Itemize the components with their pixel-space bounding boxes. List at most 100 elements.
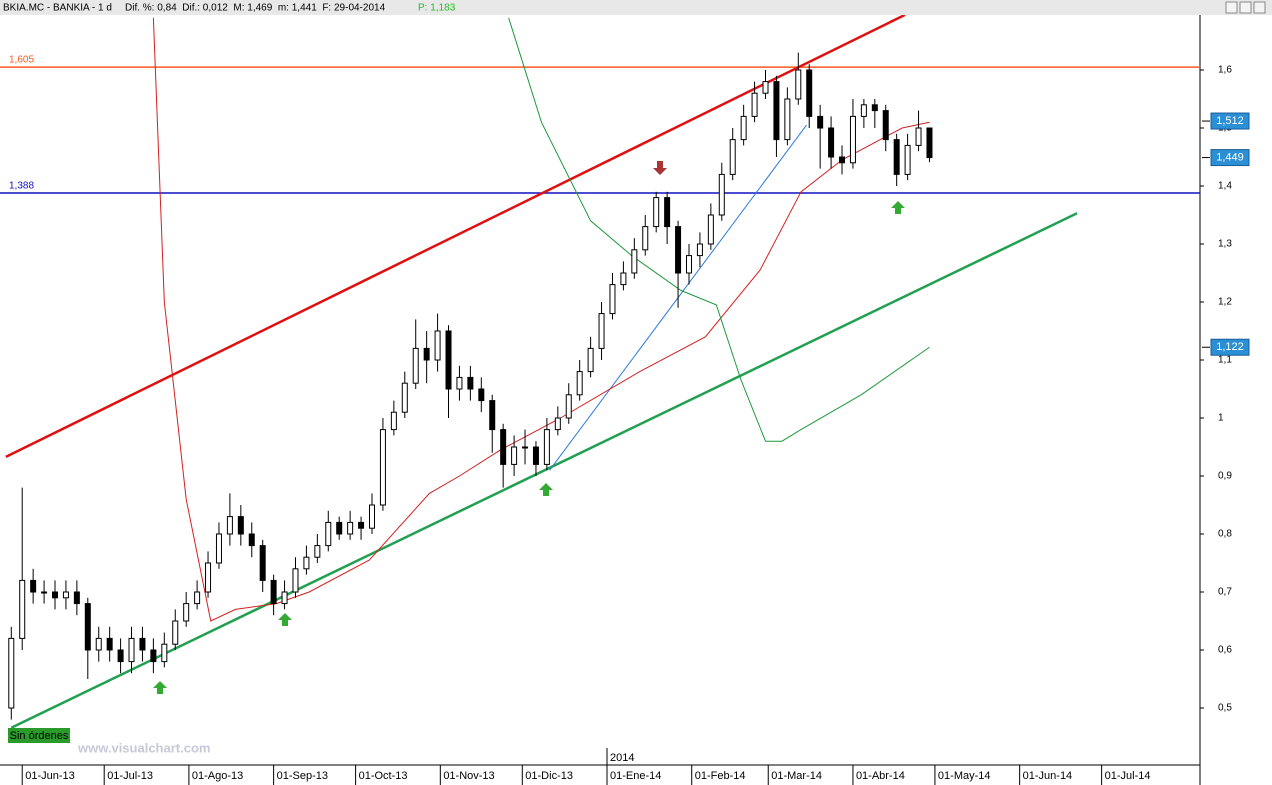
candle-body bbox=[587, 347, 594, 373]
candle-body bbox=[128, 637, 135, 663]
watermark: www.visualchart.com bbox=[77, 740, 210, 755]
y-tick-label: 0,5 bbox=[1218, 703, 1232, 714]
candle-body bbox=[631, 249, 638, 274]
candle-body bbox=[41, 591, 48, 594]
up-arrow bbox=[278, 613, 292, 626]
candle-body bbox=[915, 127, 922, 146]
indicator-line bbox=[152, 17, 930, 622]
candle-body bbox=[740, 115, 747, 141]
candle-body bbox=[150, 649, 157, 663]
x-tick-label: 01-Dic-13 bbox=[525, 770, 573, 782]
candle-body bbox=[598, 313, 605, 349]
price-label-box bbox=[1210, 149, 1250, 167]
candle-body bbox=[532, 446, 539, 465]
x-tick-label: 01-Feb-14 bbox=[695, 770, 746, 782]
candle-body bbox=[52, 591, 59, 599]
plot-area bbox=[0, 15, 1200, 729]
candle-body bbox=[434, 330, 441, 361]
candle-body bbox=[620, 272, 627, 286]
trendline bbox=[10, 212, 1078, 729]
header-price: P: 1,183 bbox=[418, 3, 456, 14]
up-arrow bbox=[153, 681, 167, 694]
x-tick-label: 01-Sep-13 bbox=[277, 770, 328, 782]
candle-body bbox=[303, 556, 310, 570]
candle-body bbox=[325, 521, 332, 547]
status-text: Sin órdenes bbox=[10, 730, 69, 742]
candle-body bbox=[270, 579, 277, 605]
x-tick-label: 01-Jul-13 bbox=[107, 770, 153, 782]
candle-body bbox=[161, 643, 168, 663]
y-tick-label: 0,8 bbox=[1218, 529, 1232, 540]
up-arrow bbox=[539, 483, 553, 496]
down-arrow bbox=[653, 161, 667, 175]
x-tick-label: 01-Jun-14 bbox=[1023, 770, 1073, 782]
candle-body bbox=[117, 649, 124, 663]
candle-body bbox=[248, 533, 255, 547]
candle-body bbox=[849, 115, 856, 164]
up-arrow bbox=[891, 201, 905, 214]
y-tick-label: 1,6 bbox=[1218, 65, 1232, 76]
status-box bbox=[8, 728, 70, 743]
candle-body bbox=[762, 81, 769, 94]
candle-body bbox=[467, 376, 474, 390]
candle-body bbox=[751, 92, 758, 117]
x-tick-label: 01-Ene-14 bbox=[610, 770, 661, 782]
indicator-line bbox=[508, 17, 930, 442]
candle-body bbox=[696, 243, 703, 257]
candle-body bbox=[882, 110, 889, 141]
candle-body bbox=[194, 591, 201, 605]
y-tick-label: 1 bbox=[1218, 413, 1224, 424]
candle-body bbox=[358, 521, 365, 529]
candle-body bbox=[489, 400, 496, 431]
candle-body bbox=[390, 411, 397, 431]
x-tick-label: 01-Ago-13 bbox=[192, 770, 243, 782]
x-tick-label: 01-Jun-13 bbox=[25, 770, 75, 782]
candle-body bbox=[106, 637, 113, 651]
candle-body bbox=[183, 603, 190, 622]
candle-body bbox=[926, 127, 933, 159]
y-tick-label: 1,1 bbox=[1218, 355, 1232, 366]
candle-body bbox=[609, 284, 616, 315]
minimize-button[interactable] bbox=[1225, 1, 1238, 14]
candle-body bbox=[860, 104, 867, 117]
candle-body bbox=[73, 591, 80, 605]
candle-body bbox=[784, 98, 791, 141]
candle-body bbox=[839, 156, 846, 164]
maximize-button[interactable] bbox=[1239, 1, 1252, 14]
candle-body bbox=[412, 347, 419, 384]
candle-body bbox=[904, 144, 911, 175]
candle-body bbox=[565, 394, 572, 419]
candle-body bbox=[675, 226, 682, 274]
candle-body bbox=[817, 115, 824, 129]
candle-body bbox=[8, 637, 15, 709]
y-tick-label: 1,2 bbox=[1218, 297, 1232, 308]
candle-body bbox=[259, 545, 266, 581]
horizontal-line-label: 1,605 bbox=[9, 55, 34, 66]
x-tick-label: 01-Jul-14 bbox=[1105, 770, 1151, 782]
candle-body bbox=[478, 388, 485, 402]
candle-body bbox=[576, 371, 583, 396]
candle-body bbox=[707, 214, 714, 245]
candle-body bbox=[795, 69, 802, 100]
price-label-box bbox=[1210, 112, 1250, 130]
horizontal-line-label: 1,388 bbox=[9, 181, 34, 192]
candle-body bbox=[336, 521, 343, 535]
candle-body bbox=[664, 197, 671, 228]
candle-body bbox=[172, 620, 179, 645]
candle-body bbox=[718, 173, 725, 216]
candle-body bbox=[19, 579, 26, 639]
candle-body bbox=[522, 446, 529, 449]
candle-body bbox=[347, 521, 354, 535]
price-label-box bbox=[1210, 338, 1250, 356]
candle-body bbox=[215, 533, 222, 564]
candle-body bbox=[139, 637, 146, 651]
close-button[interactable] bbox=[1253, 1, 1266, 14]
candle-body bbox=[62, 591, 69, 599]
x-tick-label: 01-Nov-13 bbox=[443, 770, 494, 782]
y-tick-label: 1,4 bbox=[1218, 181, 1232, 192]
candle-body bbox=[401, 382, 408, 413]
candle-body bbox=[30, 579, 37, 593]
candle-body bbox=[500, 429, 507, 465]
